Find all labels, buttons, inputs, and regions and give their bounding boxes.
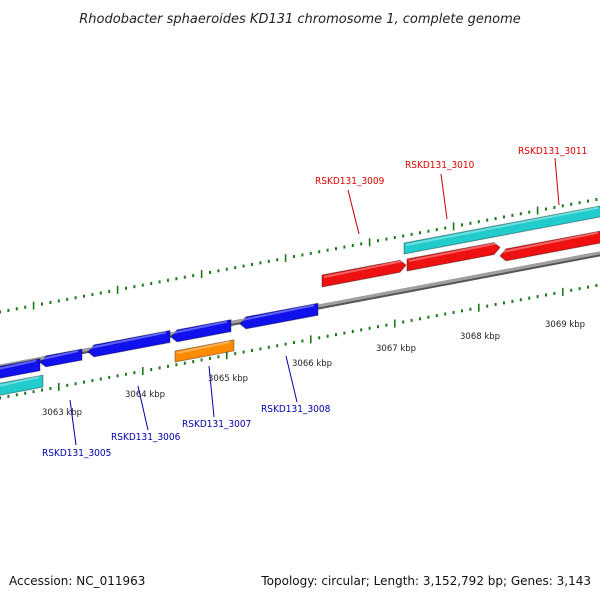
label-leader	[347, 189, 360, 235]
gene-feature-rskd131-3008	[239, 302, 319, 330]
kbp-label: 3069 kbp	[545, 320, 585, 330]
gene-label-rskd131-3006: RSKD131_3006	[111, 432, 181, 443]
gene-label-rskd131-3009: RSKD131_3009	[315, 176, 385, 187]
gene-feature-rskd131-3007	[170, 319, 232, 343]
top-gene-labels: RSKD131_3009 RSKD131_3010 RSKD131_3011	[315, 146, 587, 235]
gene-feature-rskd131-3010	[406, 242, 501, 272]
accession-text: Accession: NC_011963	[9, 574, 145, 588]
feature-highlight	[89, 331, 167, 349]
cds-feature-lower	[0, 374, 44, 396]
kbp-label: 3067 kbp	[376, 344, 416, 354]
feature-highlight	[0, 359, 37, 370]
feature-highlight	[323, 260, 403, 278]
feature-highlight	[176, 340, 231, 354]
kbp-label: 3065 kbp	[208, 374, 248, 384]
label-leader	[137, 385, 149, 431]
kbp-label: 3064 kbp	[125, 390, 165, 400]
label-leader	[285, 355, 298, 403]
gene-label-rskd131-3005: RSKD131_3005	[42, 448, 111, 459]
upper-tick-row	[0, 198, 598, 314]
feature-highlight	[408, 242, 497, 262]
gene-feature-rskd131-3006	[87, 329, 171, 358]
map-title: Rhodobacter sphaeroides KD131 chromosome…	[79, 12, 520, 27]
gene-label-rskd131-3008: RSKD131_3008	[261, 404, 331, 415]
kbp-label: 3068 kbp	[460, 332, 500, 342]
feature-highlight	[241, 304, 315, 321]
label-leader	[440, 173, 448, 220]
feature-highlight	[41, 350, 79, 360]
gene-feature-rskd131-3009	[321, 259, 407, 288]
feature-highlight	[405, 206, 599, 246]
kbp-label: 3066 kbp	[292, 359, 332, 369]
kbp-label: 3063 kbp	[42, 408, 82, 418]
gene-feature-rskd131-3005	[39, 348, 83, 368]
label-leader	[208, 365, 215, 418]
gene-label-rskd131-3010: RSKD131_3010	[405, 160, 475, 171]
cds-feature-upper	[403, 205, 600, 255]
feature-highlight	[172, 320, 228, 334]
gene-label-rskd131-3011: RSKD131_3011	[518, 146, 587, 157]
gene-label-rskd131-3007: RSKD131_3007	[182, 419, 251, 430]
rna-feature-orange	[174, 339, 235, 363]
kbp-scale: 3063 kbp 3064 kbp 3065 kbp 3066 kbp 3067…	[42, 320, 585, 418]
gene-feature-rskd131-3004	[0, 358, 41, 379]
feature-highlight	[501, 231, 599, 253]
feature-highlight	[0, 376, 40, 387]
gene-feature-rskd131-3011	[499, 230, 600, 262]
lower-tick-row	[0, 284, 598, 400]
label-leader	[554, 157, 560, 206]
topology-summary: Topology: circular; Length: 3,152,792 bp…	[260, 574, 591, 588]
bottom-gene-labels: RSKD131_3005 RSKD131_3006 RSKD131_3007 R…	[42, 355, 331, 459]
gene-features	[0, 205, 600, 396]
label-leader	[69, 399, 77, 446]
